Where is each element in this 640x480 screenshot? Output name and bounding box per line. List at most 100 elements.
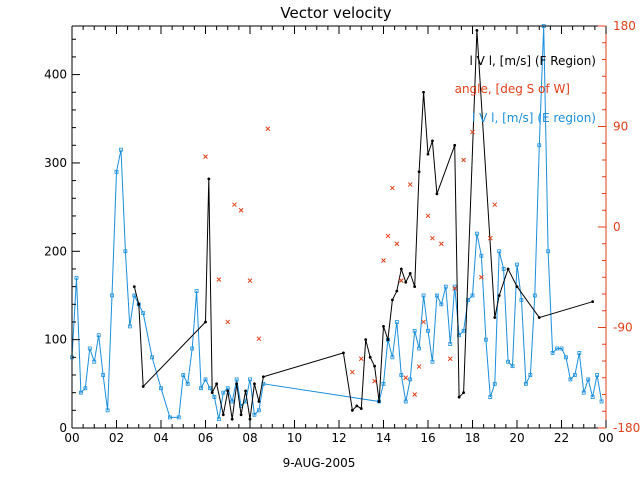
point-f-region	[141, 385, 145, 388]
point-e-region	[234, 377, 239, 382]
x-tick-label: 02	[109, 431, 124, 445]
point-f-region	[413, 285, 417, 289]
x-axis-label: 9-AUG-2005	[283, 456, 356, 470]
point-f-region	[435, 192, 439, 196]
chart-title: Vector velocity	[280, 4, 391, 22]
x-tick-label: 00	[598, 431, 613, 445]
point-e-region	[564, 355, 568, 360]
point-e-region	[150, 355, 155, 360]
point-f-region	[457, 395, 461, 399]
point-angle	[203, 154, 208, 160]
y-right-tick-label: 0	[613, 220, 621, 234]
point-f-region	[506, 267, 510, 271]
point-e-region	[488, 395, 493, 399]
point-f-region	[226, 389, 230, 393]
point-e-region	[408, 377, 413, 382]
point-angle	[447, 356, 453, 362]
point-e-region	[412, 328, 417, 333]
point-e-region	[194, 289, 199, 293]
point-f-region	[391, 298, 394, 302]
point-f-region	[368, 355, 372, 359]
point-e-region	[430, 359, 435, 364]
point-f-region	[462, 391, 465, 395]
point-f-region	[395, 289, 399, 293]
point-e-region	[252, 412, 257, 417]
point-e-region	[537, 143, 542, 148]
point-angle	[256, 336, 262, 342]
point-angle	[232, 202, 237, 208]
y-right-tick-label: 180	[613, 19, 636, 33]
axes-layer: 00 02 04 06 08 10 12 14 16 18 20 22 0001002003004001…	[44, 19, 640, 445]
y-left-tick-label: 200	[44, 244, 67, 258]
point-e-region	[87, 346, 92, 351]
point-e-region	[256, 408, 261, 413]
point-e-region	[461, 328, 466, 333]
point-f-region	[591, 300, 595, 304]
point-f-region	[404, 280, 408, 284]
x-tick-label: 20	[509, 431, 524, 445]
point-angle	[390, 185, 395, 191]
point-f-region	[453, 143, 457, 147]
point-e-region	[105, 408, 110, 413]
x-tick-label: 10	[287, 431, 302, 445]
x-tick-label: 00	[64, 431, 79, 445]
point-f-region	[408, 271, 412, 275]
point-angle	[394, 241, 400, 247]
point-e-region	[519, 297, 524, 302]
point-f-region	[426, 152, 430, 156]
point-e-region	[132, 293, 137, 298]
point-e-region	[599, 399, 604, 404]
point-e-region	[101, 373, 106, 377]
point-f-region	[364, 338, 368, 342]
point-e-region	[546, 249, 551, 254]
point-e-region	[550, 351, 555, 355]
point-f-region	[382, 324, 385, 328]
point-e-region	[475, 231, 479, 236]
point-e-region	[515, 262, 519, 267]
point-f-region	[244, 389, 247, 393]
point-f-region	[431, 139, 434, 143]
point-e-region	[199, 386, 203, 391]
x-tick-label: 08	[242, 431, 257, 445]
point-e-region	[221, 390, 226, 395]
point-angle	[216, 277, 222, 282]
point-angle	[452, 286, 458, 291]
point-e-region	[470, 293, 475, 298]
legend-entry-e-region: l V l, [m/s] (E region)	[472, 111, 596, 125]
point-f-region	[422, 90, 425, 94]
y-right-tick-label: -180	[613, 421, 640, 435]
legend: l V l, [m/s] (F Region) angle, [deg S of…	[455, 54, 596, 125]
point-e-region	[123, 249, 128, 254]
point-f-region	[342, 351, 345, 355]
point-e-region	[74, 275, 79, 280]
point-angle	[247, 278, 253, 283]
point-f-region	[235, 382, 239, 386]
point-f-region	[359, 407, 363, 410]
y-right-tick-label: -90	[613, 321, 633, 335]
point-e-region	[212, 395, 217, 399]
point-f-region	[257, 400, 261, 403]
point-angle	[372, 378, 377, 384]
point-e-region	[506, 359, 511, 364]
point-e-region	[176, 415, 181, 420]
point-angle	[421, 319, 426, 325]
point-e-region	[532, 293, 537, 298]
point-e-region	[577, 351, 582, 355]
point-angle	[385, 233, 391, 239]
point-e-region	[92, 359, 97, 364]
point-e-region	[581, 390, 586, 395]
point-e-region	[203, 377, 208, 382]
x-tick-label: 18	[465, 431, 480, 445]
point-f-region	[493, 316, 497, 319]
point-f-region	[515, 285, 519, 289]
point-e-region	[127, 324, 132, 329]
point-f-region	[373, 364, 376, 368]
point-f-region	[239, 413, 243, 417]
point-f-region	[248, 417, 252, 421]
point-e-region	[586, 377, 591, 382]
point-e-region	[568, 377, 573, 382]
point-angle	[407, 182, 413, 187]
point-e-region	[492, 381, 497, 386]
point-e-region	[595, 373, 599, 377]
